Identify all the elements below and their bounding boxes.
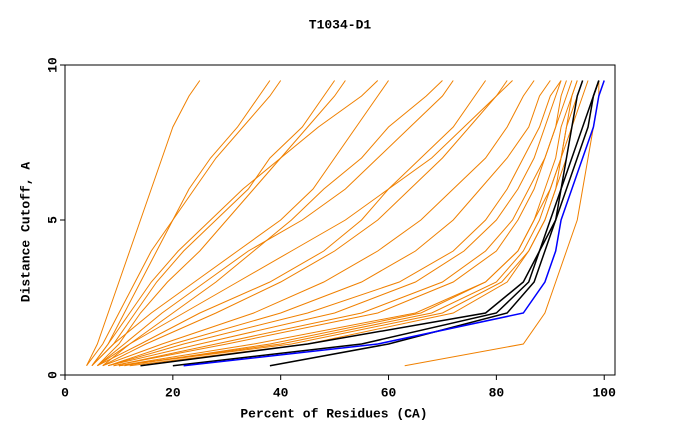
x-tick-label: 20: [165, 385, 181, 400]
gdt-curve: [269, 80, 600, 367]
gdt-curve: [102, 80, 535, 367]
gdt-curve: [113, 80, 573, 367]
gdt-curve: [91, 80, 389, 367]
gdt-curve: [107, 80, 551, 367]
x-tick-label: 100: [593, 385, 617, 400]
gdt-curve: [97, 80, 454, 367]
gdt-curve: [91, 80, 379, 366]
y-tick-label: 0: [45, 371, 60, 379]
gdt-curve: [118, 80, 584, 367]
x-tick-label: 60: [381, 385, 397, 400]
x-axis-label: Percent of Residues (CA): [240, 406, 427, 421]
x-tick-label: 80: [489, 385, 505, 400]
chart-title: T1034-D1: [309, 17, 372, 32]
gdt-curve: [113, 80, 567, 367]
gdt-curve: [91, 80, 336, 367]
gdt-curve: [97, 80, 513, 367]
gdt-curve: [86, 80, 201, 366]
gdt-curve: [108, 80, 562, 367]
gdt-curve: [118, 80, 589, 367]
gdt-curve: [183, 80, 605, 367]
y-tick-label: 5: [45, 216, 60, 224]
gdt-curve: [172, 80, 600, 367]
gdt-curve: [124, 80, 578, 367]
gdt-curve: [97, 80, 486, 367]
x-tick-label: 0: [61, 385, 69, 400]
x-tick-label: 40: [273, 385, 289, 400]
gdt-curve: [107, 80, 562, 367]
gdt-curve: [96, 80, 346, 367]
gdt-curve: [102, 80, 508, 367]
gdt-curve: [86, 80, 282, 366]
y-tick-label: 10: [45, 57, 60, 73]
gdt-curve: [102, 80, 443, 367]
y-axis-label: Distance Cutoff, A: [18, 162, 33, 303]
plot-area: [86, 80, 605, 367]
